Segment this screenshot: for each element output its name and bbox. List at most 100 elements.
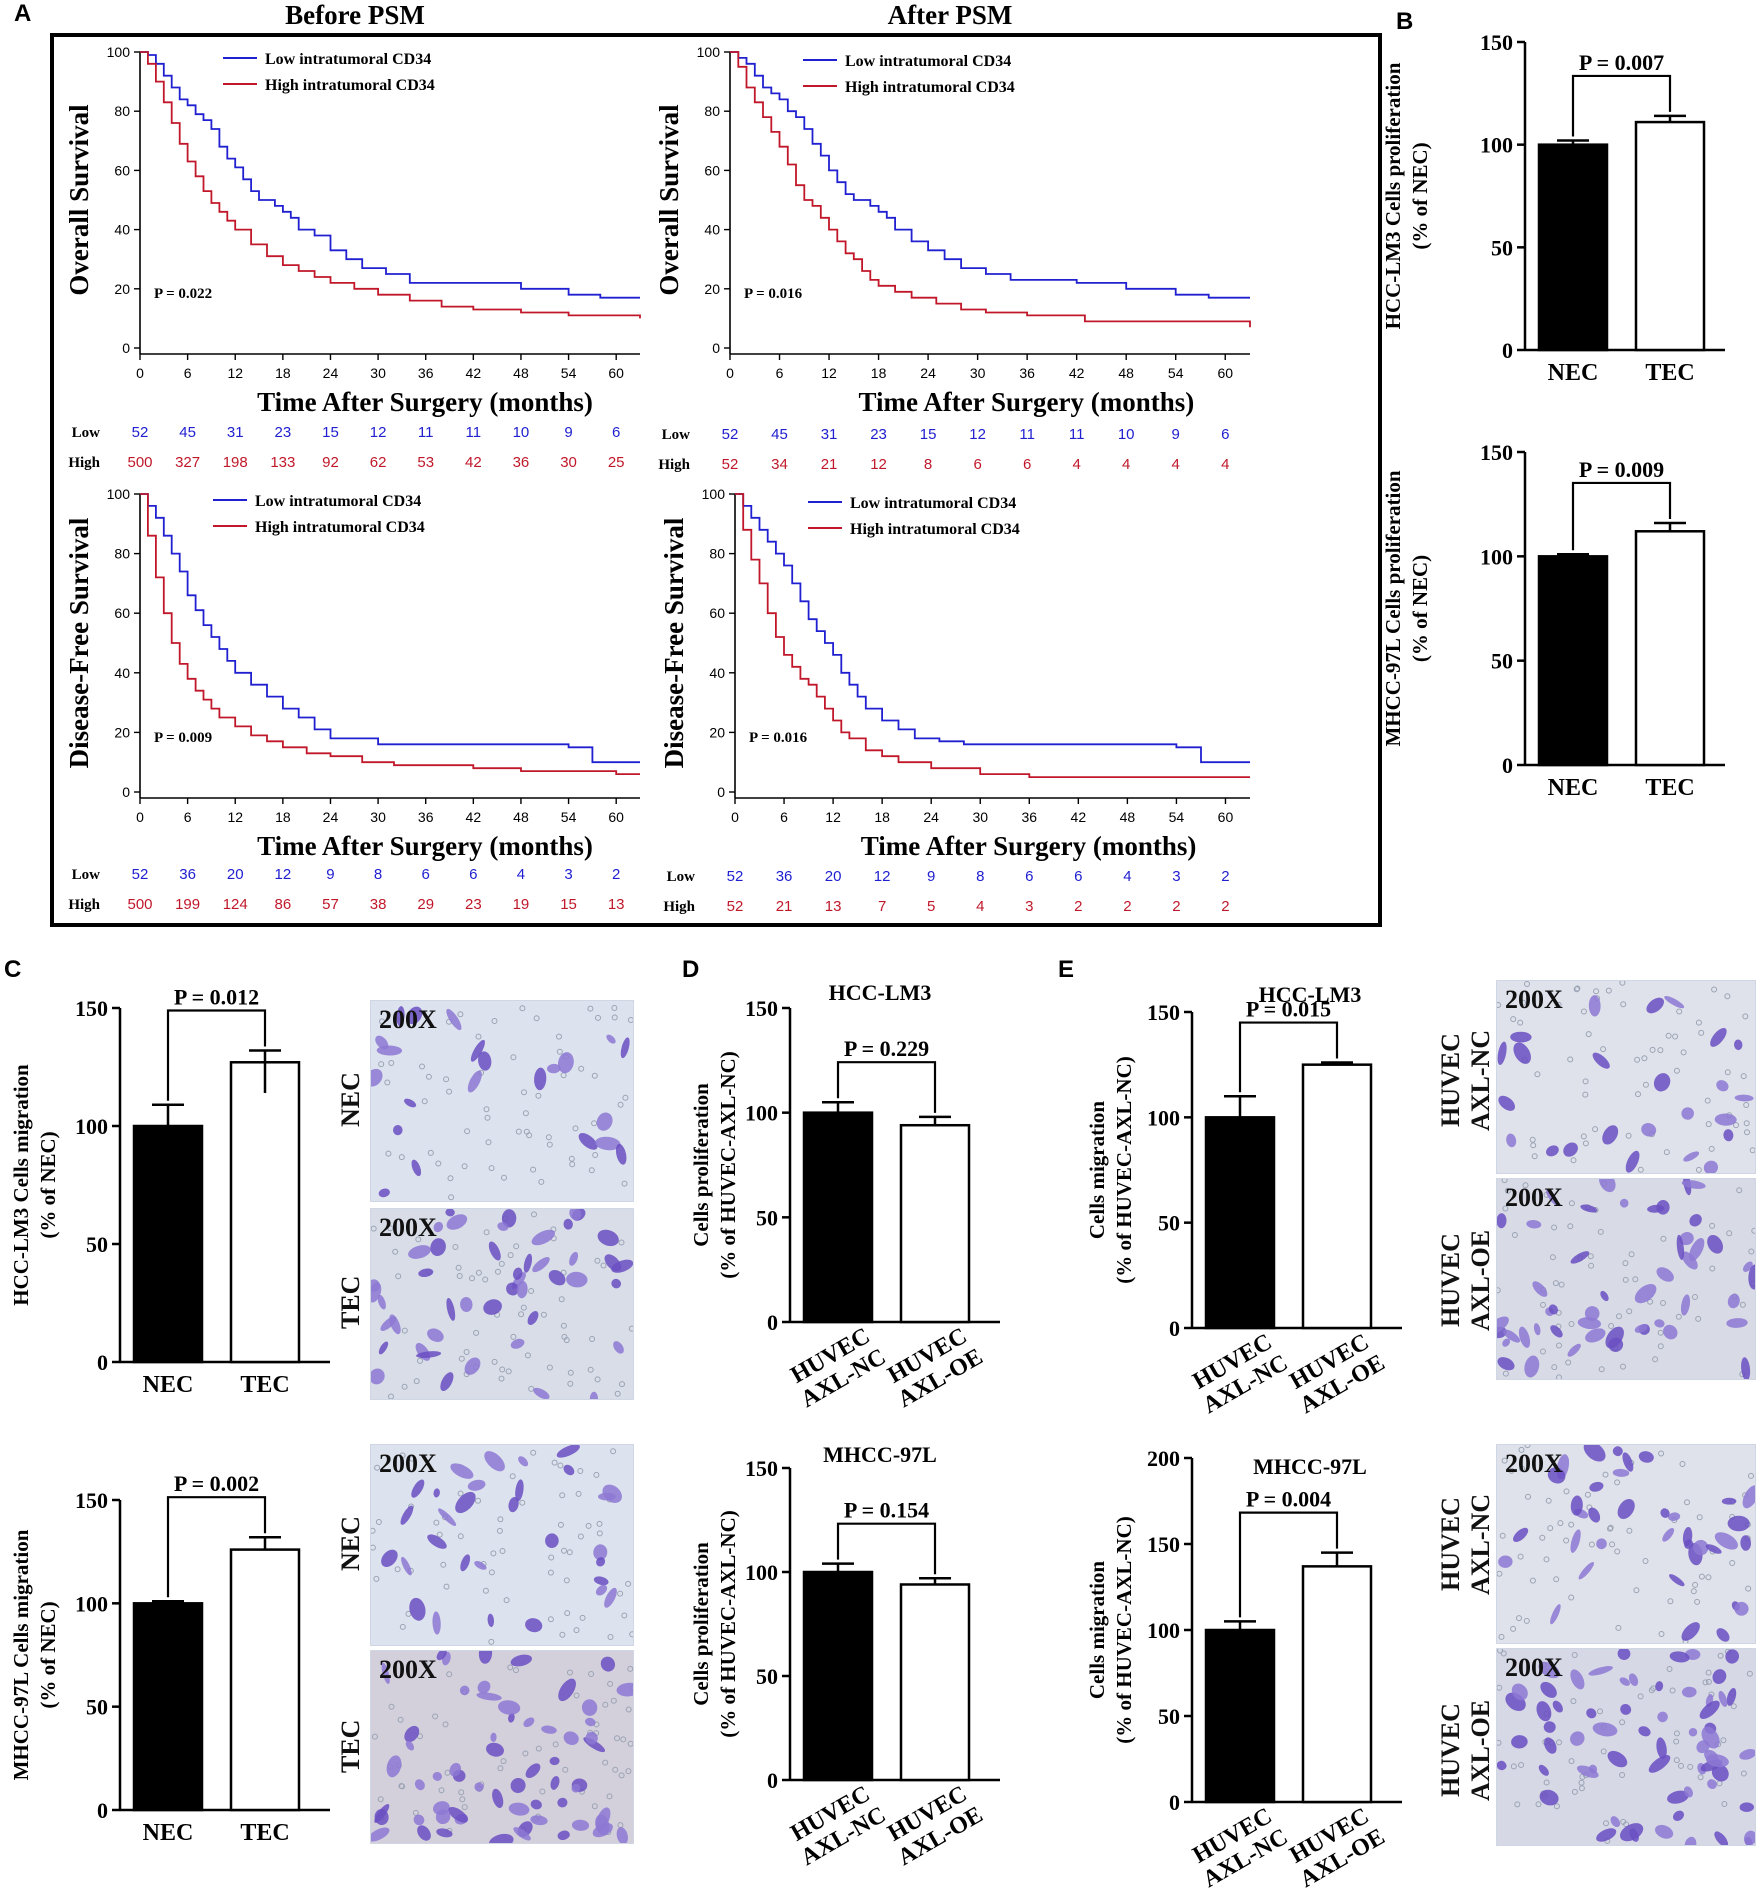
legend-label: Low intratumoral CD34: [255, 493, 421, 510]
membrane-pore: [1522, 1182, 1529, 1189]
stained-cell: [1570, 1529, 1581, 1553]
y-axis-label-line: MHCC-97L Cells proliferation: [1381, 470, 1405, 746]
membrane-pore: [522, 1110, 529, 1117]
risk-count-high: 2: [1123, 898, 1131, 915]
membrane-pore: [1637, 1166, 1644, 1173]
stained-cell: [602, 1484, 622, 1503]
membrane-pore: [524, 1352, 531, 1359]
stained-cell: [578, 1133, 598, 1150]
membrane-pore: [475, 1033, 482, 1040]
risk-count-low: 12: [969, 426, 986, 443]
stained-cell: [592, 1823, 613, 1838]
stained-cell: [427, 1534, 447, 1549]
membrane-pore: [547, 1569, 554, 1576]
stained-cell: [1733, 1039, 1743, 1051]
membrane-pore: [1690, 1588, 1697, 1595]
membrane-pore: [569, 1161, 576, 1168]
membrane-pore: [443, 1076, 450, 1083]
membrane-pore: [533, 1015, 540, 1022]
membrane-pore: [387, 1225, 394, 1232]
stained-cell: [530, 1799, 542, 1810]
membrane-pore: [1573, 986, 1580, 993]
stained-cell: [615, 1143, 627, 1165]
stained-cell: [1703, 1160, 1719, 1173]
risk-count-low: 23: [275, 424, 292, 441]
risk-count-high: 6: [1023, 456, 1031, 473]
membrane-pore: [374, 1464, 381, 1471]
stained-cell: [1600, 1290, 1609, 1302]
membrane-pore: [1598, 1366, 1605, 1373]
y-tick-label: 40: [114, 665, 130, 681]
membrane-pore: [417, 1357, 423, 1364]
membrane-pore: [596, 1520, 603, 1527]
y-axis-label-line: HCC-LM3 Cells proliferation: [1381, 62, 1405, 329]
membrane-pore: [592, 1152, 599, 1158]
y-axis-label: MHCC-97L Cells proliferation (% of NEC): [1381, 470, 1432, 746]
membrane-pore: [1602, 1471, 1609, 1478]
x-tick-label: 24: [923, 809, 939, 825]
stained-cell: [371, 1279, 380, 1292]
stained-cell: [1586, 1708, 1597, 1719]
membrane-pore: [1620, 1363, 1626, 1370]
membrane-pore: [1571, 1652, 1578, 1658]
stained-cell: [1570, 1495, 1583, 1516]
km-series-low: [140, 51, 640, 299]
risk-count-low: 2: [612, 866, 620, 883]
membrane-pore: [488, 1638, 495, 1645]
membrane-pore: [602, 1701, 609, 1708]
stained-cell: [1748, 1264, 1755, 1290]
stained-cell: [1533, 1323, 1541, 1336]
membrane-pore: [443, 1583, 450, 1590]
stained-cell: [1538, 1661, 1560, 1679]
stained-cell: [1681, 1251, 1698, 1270]
stained-cell: [1689, 1237, 1705, 1262]
risk-count-low: 12: [874, 868, 891, 885]
cell-stain: [371, 1445, 633, 1645]
membrane-pore: [1619, 1772, 1626, 1778]
y-tick-label: 100: [75, 1114, 108, 1139]
membrane-pore: [625, 1706, 632, 1713]
label-line-1: HUVEC: [1436, 1033, 1465, 1127]
membrane-pore: [483, 1106, 490, 1113]
membrane-pore: [519, 1005, 526, 1012]
risk-count-low: 20: [227, 866, 244, 883]
membrane-pore: [1660, 1235, 1667, 1242]
micrograph-c-top-nec: 200X: [370, 1000, 634, 1202]
stained-cell: [378, 1341, 389, 1355]
membrane-pore: [1739, 1301, 1746, 1308]
membrane-pore: [556, 1033, 562, 1040]
membrane-pore: [575, 1490, 582, 1497]
stained-cell: [411, 1479, 425, 1498]
y-tick-label: 0: [767, 1310, 778, 1335]
membrane-pore: [1545, 1497, 1552, 1504]
membrane-pore: [617, 1822, 624, 1829]
membrane-pore: [1549, 1254, 1556, 1261]
risk-count-low: 12: [370, 424, 387, 441]
stained-cell: [1663, 1324, 1678, 1340]
y-tick-label: 0: [122, 784, 130, 800]
membrane-pore: [1705, 1678, 1712, 1685]
stained-cell: [584, 1717, 596, 1727]
stained-cell: [606, 1034, 616, 1044]
stained-cell: [1699, 1700, 1720, 1720]
membrane-pore: [560, 1072, 567, 1079]
stained-cell: [1619, 1198, 1629, 1208]
membrane-pore: [1514, 1801, 1521, 1808]
risk-count-low: 9: [927, 868, 935, 885]
y-tick-label: 60: [114, 162, 130, 178]
membrane-pore: [1584, 1491, 1591, 1498]
membrane-pore: [614, 1390, 621, 1397]
stained-cell: [1740, 1535, 1752, 1551]
membrane-pore: [1568, 1200, 1575, 1207]
x-tick-label: 18: [275, 365, 291, 381]
legend-label: Low intratumoral CD34: [850, 495, 1016, 512]
stained-cell: [1570, 1731, 1585, 1746]
membrane-pore: [1520, 999, 1527, 1006]
y-axis-label-line: (% of HUVEC-AXL-NC): [1112, 1056, 1136, 1283]
cell-stain: [1497, 1649, 1755, 1845]
risk-count-high: 327: [175, 454, 200, 471]
label-line-1: HUVEC: [1436, 1233, 1465, 1327]
stained-cell: [1647, 1204, 1665, 1213]
